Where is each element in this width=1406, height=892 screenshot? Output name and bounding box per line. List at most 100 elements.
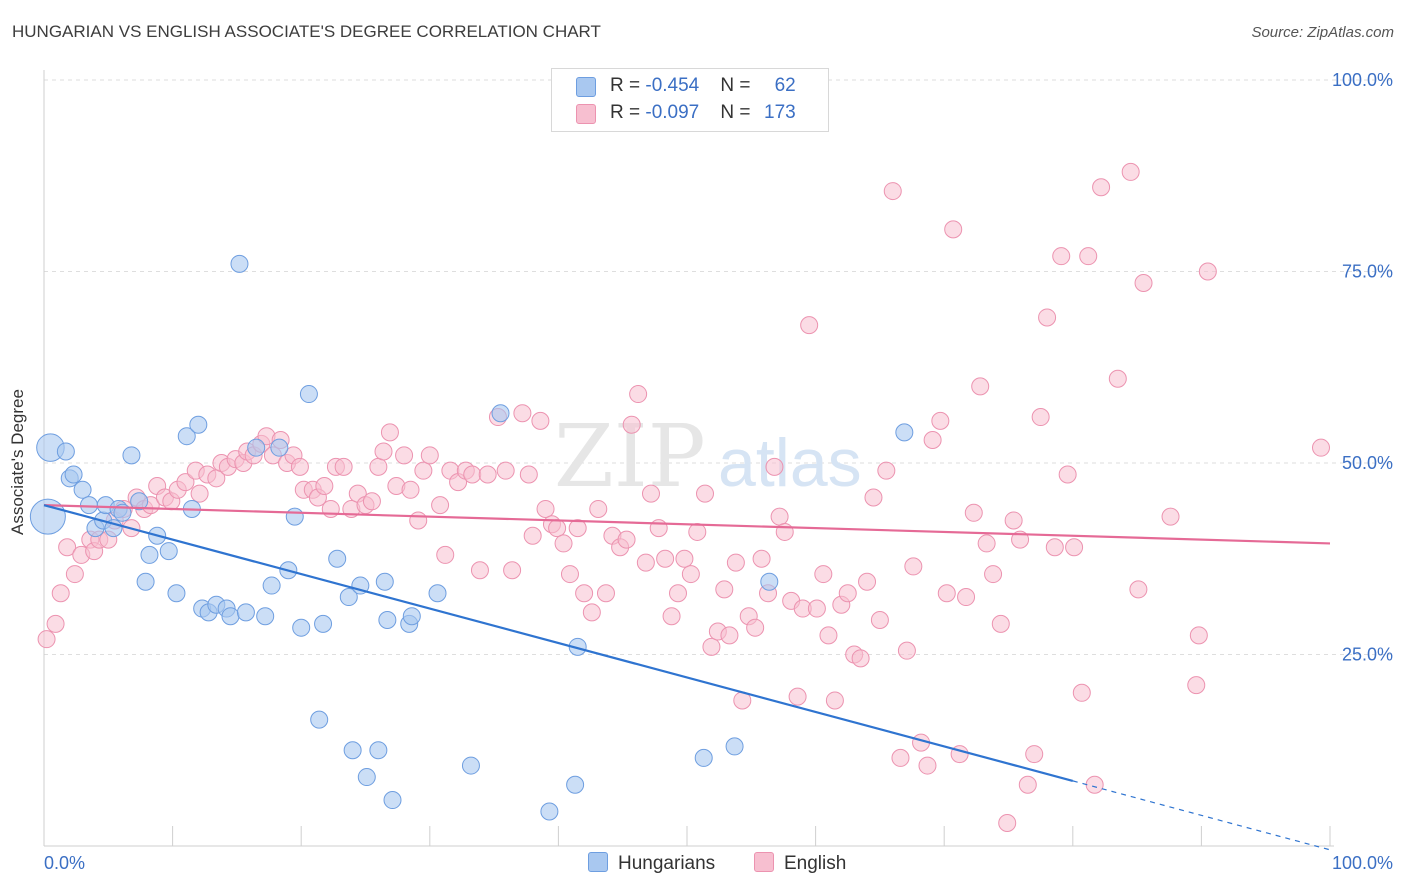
english-point bbox=[503, 561, 522, 580]
english-point bbox=[883, 182, 902, 201]
hungarians-point bbox=[262, 576, 281, 595]
english-point bbox=[904, 557, 923, 576]
hungarians-point bbox=[895, 423, 914, 442]
grid-lines bbox=[44, 79, 1392, 655]
chart-title: HUNGARIAN VS ENGLISH ASSOCIATE'S DEGREE … bbox=[12, 22, 601, 41]
english-point bbox=[877, 461, 896, 480]
hungarians-point bbox=[236, 603, 255, 622]
r-value-english: -0.097 bbox=[645, 102, 700, 123]
hungarians-point bbox=[73, 480, 92, 499]
english-point bbox=[568, 519, 587, 538]
y-tick-label: 25.0% bbox=[1342, 645, 1393, 665]
english-point bbox=[420, 446, 439, 465]
stats-legend: R = -0.454 N = 62 R = -0.097 N = 173 bbox=[551, 68, 829, 132]
english-point bbox=[470, 561, 489, 580]
english-point bbox=[380, 423, 399, 442]
hungarians-point bbox=[725, 737, 744, 756]
hungarians-point bbox=[760, 572, 779, 591]
legend-row-english: R = -0.097 N = 173 bbox=[576, 102, 796, 126]
hungarians-point bbox=[140, 545, 159, 564]
x-axis-ticks bbox=[172, 826, 1331, 846]
english-legend-swatch bbox=[754, 852, 774, 872]
hungarians-point bbox=[378, 611, 397, 630]
hungarians-point bbox=[428, 584, 447, 603]
english-point bbox=[362, 492, 381, 511]
hungarians-point bbox=[256, 607, 275, 626]
english-point bbox=[696, 484, 715, 503]
english-point bbox=[190, 484, 209, 503]
y-tick-label: 100.0% bbox=[1332, 70, 1393, 90]
hungarians-point bbox=[247, 438, 266, 457]
english-point bbox=[765, 457, 784, 476]
english-point bbox=[800, 316, 819, 335]
hungarians-point bbox=[540, 802, 559, 821]
english-point bbox=[1072, 683, 1091, 702]
english-point bbox=[496, 461, 515, 480]
english-point bbox=[964, 503, 983, 522]
english-point bbox=[1038, 308, 1057, 327]
hungarians-point bbox=[64, 465, 83, 484]
y-tick-label: 75.0% bbox=[1342, 262, 1393, 282]
hungarians-point bbox=[299, 385, 318, 404]
english-point bbox=[891, 748, 910, 767]
english-swatch bbox=[576, 104, 596, 124]
english-trend-line bbox=[43, 504, 1331, 545]
hungarians-trend-extension bbox=[1072, 780, 1331, 851]
english-point bbox=[315, 476, 334, 495]
english-point bbox=[918, 756, 937, 775]
y-tick-label: 50.0% bbox=[1342, 453, 1393, 473]
hungarians-point bbox=[383, 791, 402, 810]
english-point bbox=[1065, 538, 1084, 557]
english-point bbox=[1079, 247, 1098, 266]
english-point bbox=[858, 572, 877, 591]
source-label: Source: ZipAtlas.com bbox=[1251, 24, 1394, 41]
hungarians-point bbox=[130, 492, 149, 511]
english-point bbox=[977, 534, 996, 553]
hungarians-point bbox=[292, 618, 311, 637]
english-point bbox=[923, 431, 942, 450]
english-point bbox=[1092, 178, 1111, 197]
hungarians-point bbox=[375, 572, 394, 591]
english-point bbox=[589, 499, 608, 518]
english-point bbox=[401, 480, 420, 499]
english-point bbox=[1161, 507, 1180, 526]
x-tick-label-min: 0.0% bbox=[44, 853, 85, 873]
n-value-hungarians: 62 bbox=[774, 75, 796, 96]
english-point bbox=[788, 687, 807, 706]
english-point bbox=[51, 584, 70, 603]
hungarians-point bbox=[491, 404, 510, 423]
english-point bbox=[478, 465, 497, 484]
english-point bbox=[984, 565, 1003, 584]
r-label: R = bbox=[610, 102, 646, 123]
hungarians-point bbox=[310, 710, 329, 729]
hungarians-point bbox=[177, 427, 196, 446]
english-point bbox=[864, 488, 883, 507]
english-point bbox=[334, 457, 353, 476]
english-point bbox=[582, 603, 601, 622]
hungarians-point bbox=[56, 442, 75, 461]
english-point bbox=[897, 641, 916, 660]
hungarians-point bbox=[328, 549, 347, 568]
english-point bbox=[560, 565, 579, 584]
hungarians-point bbox=[80, 496, 99, 515]
english-point bbox=[46, 614, 65, 633]
hungarians-point bbox=[189, 415, 208, 434]
english-point bbox=[668, 584, 687, 603]
english-point bbox=[536, 499, 555, 518]
english-legend-label: English bbox=[784, 853, 847, 874]
english-point bbox=[991, 614, 1010, 633]
hungarians-point bbox=[314, 614, 333, 633]
n-value-english: 173 bbox=[764, 102, 796, 123]
hungarians-trend-line bbox=[43, 504, 1074, 782]
english-point bbox=[1018, 775, 1037, 794]
english-point bbox=[1052, 247, 1071, 266]
english-point bbox=[1134, 273, 1153, 292]
hungarians-point bbox=[461, 756, 480, 775]
english-point bbox=[770, 507, 789, 526]
english-point bbox=[1108, 369, 1127, 388]
english-point bbox=[414, 461, 433, 480]
hungarians-point bbox=[136, 572, 155, 591]
english-point bbox=[1189, 626, 1208, 645]
english-point bbox=[1121, 162, 1140, 181]
english-point bbox=[870, 611, 889, 630]
